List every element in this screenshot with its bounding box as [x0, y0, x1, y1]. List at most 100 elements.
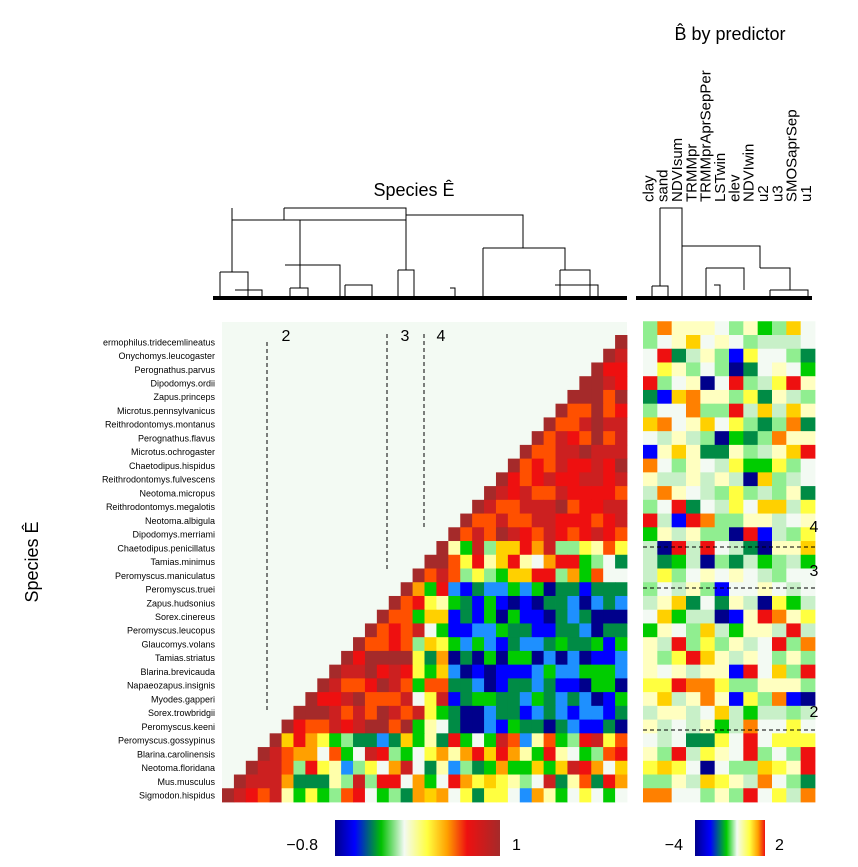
coef-cell	[686, 444, 701, 460]
corr-cell	[567, 472, 580, 487]
corr-cell	[507, 692, 521, 707]
dendrogram-branch	[345, 284, 373, 296]
corr-cell	[555, 554, 568, 569]
corr-cell	[412, 760, 425, 775]
coef-cell	[643, 376, 658, 391]
corr-cell	[376, 637, 390, 652]
left-colorbar-max: 1	[512, 837, 521, 854]
corr-cell	[591, 774, 604, 789]
right-colorbar-min: −4	[665, 837, 683, 854]
coef-cell	[657, 444, 673, 460]
corr-cell	[495, 747, 509, 762]
coef-cell	[700, 747, 716, 762]
corr-cell	[495, 568, 509, 583]
coef-cell	[643, 348, 658, 363]
corr-cell	[472, 582, 485, 597]
left-panel-title: Species Ê	[373, 180, 454, 200]
corr-cell	[591, 389, 604, 405]
corr-cell	[519, 623, 533, 638]
corr-cell	[472, 692, 485, 707]
corr-cell	[555, 444, 568, 460]
corr-cell	[364, 733, 378, 748]
coef-cell	[643, 609, 658, 624]
coef-cell	[800, 321, 816, 336]
corr-cell	[579, 623, 592, 638]
corr-cell	[603, 664, 616, 679]
corr-cell	[603, 513, 616, 528]
corr-cell	[495, 774, 509, 789]
coef-cell	[714, 321, 730, 336]
corr-cell	[388, 774, 402, 789]
corr-cell	[579, 747, 592, 762]
corr-cell	[603, 554, 616, 569]
corr-cell	[448, 747, 461, 762]
corr-cell	[495, 637, 509, 652]
coef-cell	[714, 444, 730, 460]
corr-cell	[567, 554, 580, 569]
corr-cell	[615, 678, 628, 693]
coef-cell	[743, 747, 759, 762]
corr-cell	[341, 650, 354, 666]
coef-cell	[772, 650, 787, 666]
coef-cell	[800, 568, 816, 583]
corr-cell	[543, 678, 556, 693]
corr-cell	[555, 705, 568, 720]
coef-cell	[714, 637, 730, 652]
coef-cell	[800, 472, 816, 487]
dendrogram-branch	[406, 214, 524, 248]
corr-cell	[543, 458, 556, 473]
corr-cell	[531, 568, 545, 583]
corr-cell	[507, 527, 521, 542]
coef-cell	[657, 637, 673, 652]
coef-cell	[800, 431, 816, 446]
corr-cell	[233, 774, 247, 789]
coef-cell	[643, 637, 658, 652]
corr-cell	[615, 705, 628, 720]
corr-cell	[472, 650, 485, 666]
corr-cell	[615, 664, 628, 679]
coef-cell	[714, 568, 730, 583]
species-label: Dipodomys.ordii	[150, 379, 215, 389]
dendrogram-branch	[555, 284, 599, 296]
corr-cell	[341, 664, 354, 679]
corr-cell	[353, 650, 366, 666]
corr-cell	[448, 568, 461, 583]
corr-cell	[388, 788, 402, 803]
corr-cell	[460, 692, 473, 707]
coef-cell	[714, 595, 730, 611]
corr-cell	[472, 733, 485, 748]
corr-cell	[448, 554, 461, 569]
coef-cell	[757, 403, 773, 418]
coef-cell	[772, 499, 787, 514]
coef-cell	[714, 335, 730, 350]
coef-cell	[657, 486, 673, 501]
species-label: Neotoma.floridana	[141, 763, 215, 773]
coef-cell	[671, 664, 687, 679]
coef-cell	[729, 664, 744, 679]
predictor-dendrogram	[636, 207, 812, 300]
species-label: Glaucomys.volans	[141, 639, 215, 649]
coef-cell	[714, 705, 730, 720]
coef-cell	[700, 362, 716, 377]
coef-cell	[729, 403, 744, 418]
corr-cell	[591, 664, 604, 679]
corr-cell	[603, 760, 616, 775]
corr-cell	[472, 637, 485, 652]
coef-cell	[772, 733, 787, 748]
coef-cell	[757, 458, 773, 473]
coef-cell	[786, 733, 802, 748]
corr-cell	[376, 719, 390, 734]
corr-cell	[400, 705, 413, 720]
corr-cell	[555, 431, 568, 446]
coef-cell	[772, 637, 787, 652]
predictor-label: elev	[726, 174, 743, 202]
coef-cell	[786, 678, 802, 693]
corr-cell	[400, 747, 413, 762]
corr-cell	[376, 609, 390, 624]
coef-cell	[657, 348, 673, 363]
corr-cell	[460, 719, 473, 734]
coef-cell	[743, 760, 759, 775]
corr-cell	[615, 403, 628, 418]
coef-cell	[671, 637, 687, 652]
corr-cell	[555, 472, 568, 487]
